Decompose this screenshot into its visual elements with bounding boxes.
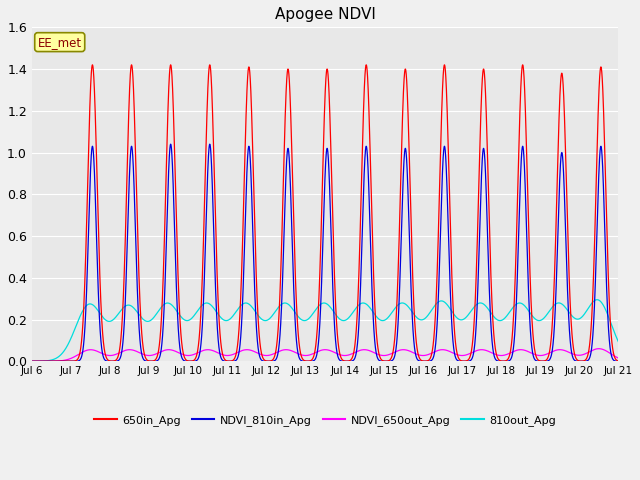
Title: Apogee NDVI: Apogee NDVI [275,7,376,22]
Legend: 650in_Apg, NDVI_810in_Apg, NDVI_650out_Apg, 810out_Apg: 650in_Apg, NDVI_810in_Apg, NDVI_650out_A… [90,410,560,430]
Text: EE_met: EE_met [38,36,82,48]
